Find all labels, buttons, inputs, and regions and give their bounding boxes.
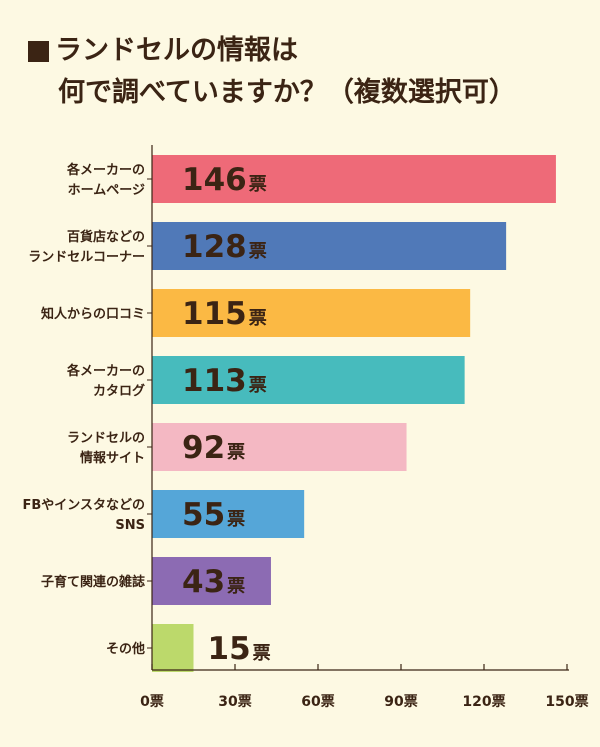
bar (152, 289, 471, 337)
chart-title-line1-text: ランドセルの情報は (55, 35, 298, 66)
bar-value-unit: 票 (249, 375, 267, 396)
category-label: 子育て関連の雑誌 (41, 574, 145, 590)
category-label: 情報サイト (80, 450, 145, 466)
bar (152, 490, 305, 538)
bar-value-unit: 票 (227, 442, 245, 463)
category-label: FBやインスタなどの (22, 498, 145, 513)
bar-value-unit: 票 (249, 241, 267, 262)
x-tick-label: 120票 (462, 694, 505, 710)
bar (152, 423, 407, 471)
x-tick-label: 60票 (301, 694, 334, 710)
category-label: ランドセルの (67, 431, 145, 446)
bar-value-unit: 票 (227, 509, 245, 530)
x-tick-label: 0票 (140, 694, 164, 710)
bar-value-label: 128 票 (182, 229, 267, 265)
x-tick-label: 150票 (545, 694, 588, 710)
category-label: 各メーカーの (66, 162, 145, 178)
bar-value-unit: 票 (253, 643, 271, 664)
category-label: ホームページ (68, 183, 145, 198)
bar (152, 155, 556, 203)
category-label: 各メーカーの (66, 363, 145, 379)
bar (152, 624, 194, 672)
category-label: 知人からの口コミ (41, 306, 145, 322)
title-square-icon (28, 40, 49, 62)
bar-value-unit: 票 (227, 576, 245, 597)
bar-value-label: 15 票 (208, 631, 271, 667)
chart-title-line2: 何で調べていますか？（複数選択可） (58, 77, 516, 108)
category-label: その他 (106, 641, 145, 657)
bar (152, 356, 465, 404)
category-label: 百貨店などの (67, 229, 145, 245)
category-label: SNS (115, 518, 145, 533)
bar (152, 222, 507, 270)
chart-title: ランドセルの情報は 何で調べていますか？（複数選択可） (28, 30, 516, 114)
bars-group (152, 155, 556, 672)
bar-value-unit: 票 (249, 308, 267, 329)
x-tick-label: 30票 (218, 694, 251, 710)
bar-value-unit: 票 (249, 174, 267, 195)
chart-title-line1: ランドセルの情報は (28, 30, 516, 72)
category-label: カタログ (93, 383, 145, 399)
bar (152, 557, 271, 605)
category-labels-group: 各メーカーのホームページ百貨店などのランドセルコーナー知人からの口コミ各メーカー… (22, 162, 145, 657)
x-axis: 0票 30票 60票 90票 120票 150票 (140, 145, 589, 710)
category-label: ランドセルコーナー (28, 250, 145, 265)
x-tick-label: 90票 (384, 694, 417, 710)
